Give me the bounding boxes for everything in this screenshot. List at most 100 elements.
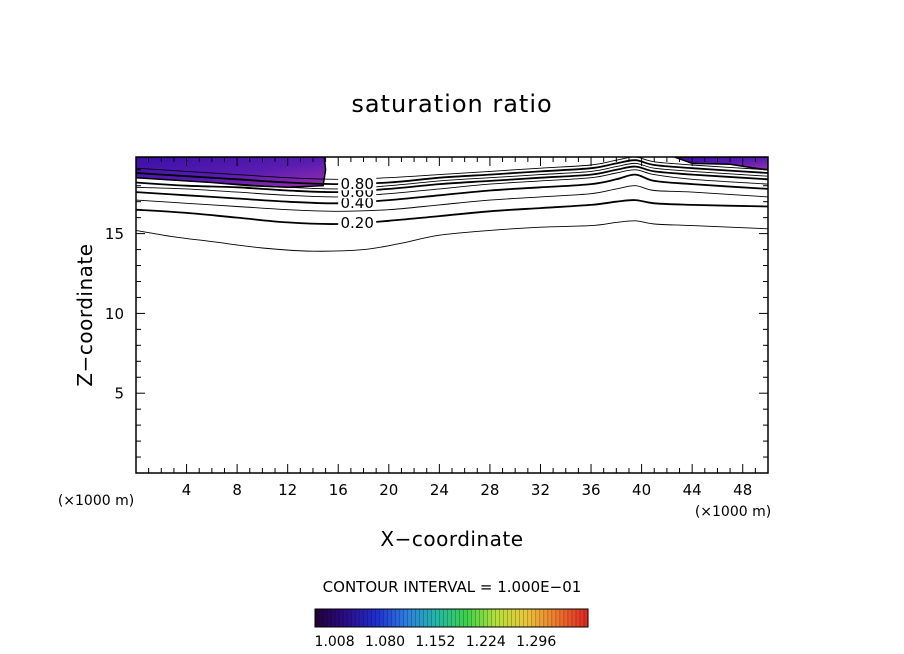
colorbar-cell xyxy=(451,609,457,627)
colorbar-cell xyxy=(551,609,557,627)
colorbar-cell xyxy=(567,609,573,627)
contour-labels: 0.200.400.600.80 xyxy=(338,175,377,232)
y-axis-ticks: 5 10 15 xyxy=(105,169,768,458)
colorbar-cell xyxy=(515,609,521,627)
colorbar-cell xyxy=(367,609,372,627)
colorbar-cell xyxy=(399,609,404,627)
x-tick-label: 40 xyxy=(632,481,651,499)
colorbar-cell xyxy=(343,609,348,627)
colorbar-cell xyxy=(527,609,533,627)
contour-lines xyxy=(136,157,768,252)
contour-line-0.2 xyxy=(136,199,768,225)
colorbar-tick-label: 1.296 xyxy=(516,634,556,650)
colorbar-cell xyxy=(443,609,448,627)
colorbar-cell xyxy=(507,609,513,627)
colorbar-cell xyxy=(479,609,485,627)
x-tick-label: 4 xyxy=(182,481,192,499)
contour-line-0.9 xyxy=(136,157,768,180)
colorbar-cell xyxy=(463,609,469,627)
contour-line-0.5 xyxy=(136,169,768,198)
x-axis-label: X−coordinate xyxy=(380,527,523,551)
colorbar-cell xyxy=(395,609,400,627)
colorbar-cell xyxy=(547,609,553,627)
colorbar-cell xyxy=(495,609,501,627)
colorbar-cell xyxy=(351,609,356,627)
colorbar-tick-label: 1.224 xyxy=(466,634,506,650)
colorbar-cell xyxy=(435,609,440,627)
x-tick-label: 12 xyxy=(278,481,297,499)
colorbar-cell xyxy=(459,609,465,627)
x-tick-label: 32 xyxy=(531,481,550,499)
colorbar-cell xyxy=(427,609,432,627)
colorbar-cell xyxy=(423,609,428,627)
y-tick-label: 5 xyxy=(114,385,124,403)
colorbar-cell xyxy=(499,609,505,627)
y-tick-label: 15 xyxy=(105,225,124,243)
contour-line-0.1 xyxy=(136,220,768,252)
colorbar-cell xyxy=(339,609,344,627)
colorbar-cell xyxy=(331,609,336,627)
colorbar-cell xyxy=(387,609,392,627)
colorbar-cell xyxy=(327,609,332,627)
colorbar-cell xyxy=(579,609,585,627)
colorbar-cell xyxy=(323,609,328,627)
colorbar-tick-label: 1.080 xyxy=(365,634,405,650)
x-tick-label: 8 xyxy=(232,481,242,499)
colorbar-cell xyxy=(355,609,360,627)
colorbar xyxy=(314,608,589,628)
colorbar-cell xyxy=(519,609,525,627)
colorbar-cell xyxy=(571,609,577,627)
x-tick-label: 44 xyxy=(683,481,702,499)
colorbar-frame xyxy=(314,608,589,628)
colorbar-cell xyxy=(447,609,452,627)
chart-title: saturation ratio xyxy=(351,90,552,118)
colorbar-cell xyxy=(439,609,444,627)
contour-label-bg xyxy=(338,215,377,230)
x-tick-label: 48 xyxy=(733,481,752,499)
colorbar-tick-label: 1.008 xyxy=(315,634,355,650)
x-unit-right: (×1000 m) xyxy=(695,504,771,520)
colorbar-cell xyxy=(583,609,589,627)
contour-label: 0.80 xyxy=(340,175,373,193)
colorbar-cell xyxy=(319,609,324,627)
colorbar-cell xyxy=(563,609,569,627)
colorbar-cell xyxy=(539,609,545,627)
contour-line-0.4 xyxy=(136,173,768,205)
contour-label: 0.40 xyxy=(340,194,373,212)
colorbar-cell xyxy=(415,609,420,627)
colorbar-cell xyxy=(555,609,561,627)
contour-line-0.3 xyxy=(136,185,768,212)
contour-interval-text: CONTOUR INTERVAL = 1.000E−01 xyxy=(323,578,582,596)
colorbar-cell xyxy=(535,609,541,627)
colorbar-cell xyxy=(383,609,388,627)
colorbar-cell xyxy=(347,609,352,627)
colorbar-cell xyxy=(411,609,416,627)
x-tick-label: 36 xyxy=(581,481,600,499)
colorbar-cell xyxy=(419,609,424,627)
colorbar-cell xyxy=(391,609,396,627)
x-tick-label: 20 xyxy=(379,481,398,499)
colorbar-cell xyxy=(471,609,477,627)
y-tick-label: 10 xyxy=(105,305,124,323)
x-tick-label: 24 xyxy=(430,481,449,499)
contour-line-0.6 xyxy=(136,165,768,194)
colorbar-cell xyxy=(363,609,368,627)
colorbar-cell xyxy=(371,609,376,627)
colorbar-cell xyxy=(523,609,529,627)
colorbar-cell xyxy=(379,609,384,627)
x-tick-label: 16 xyxy=(329,481,348,499)
contour-line-0.7 xyxy=(136,162,768,190)
x-unit-left: (×1000 m) xyxy=(58,493,134,509)
colorbar-cell xyxy=(403,609,408,627)
y-axis-label: Z−coordinate xyxy=(73,243,97,386)
colorbar-cell xyxy=(503,609,509,627)
colorbar-cell xyxy=(455,609,461,627)
x-tick-label: 28 xyxy=(480,481,499,499)
colorbar-cell xyxy=(359,609,364,627)
colorbar-tick-label: 1.152 xyxy=(415,634,455,650)
colorbar-cell xyxy=(315,609,320,627)
colorbar-cell xyxy=(491,609,497,627)
colorbar-cell xyxy=(575,609,581,627)
colorbar-cell xyxy=(487,609,493,627)
colorbar-cell xyxy=(511,609,517,627)
